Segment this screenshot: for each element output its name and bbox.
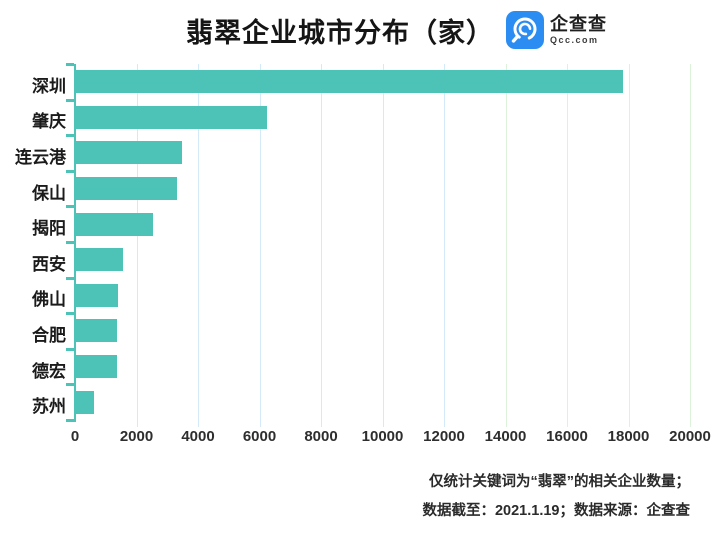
bar: [76, 141, 182, 165]
category-label: 连云港: [15, 147, 66, 167]
gridline: [382, 64, 384, 427]
bar-chart: 深圳肇庆连云港保山揭阳西安佛山合肥德宏苏州 0 2000 4000 6000 8000 1…: [0, 63, 718, 484]
category-label: 保山: [32, 183, 66, 203]
gridline: [567, 64, 568, 427]
bar-row: 保山: [0, 171, 718, 207]
y-axis-tick: [66, 383, 74, 387]
bar-row: 佛山: [0, 278, 718, 314]
category-label: 西安: [32, 254, 66, 274]
y-axis-tick: [66, 205, 74, 209]
bar-row: 连云港: [0, 135, 718, 171]
bar-row: 德宏: [0, 349, 718, 385]
x-tick-label: 10000: [361, 428, 404, 445]
x-tick-label: 20000: [669, 428, 711, 445]
bar-row: 肇庆: [0, 100, 718, 136]
gridline: [444, 64, 445, 427]
qcc-logo: 企查查 Qcc.com: [506, 11, 607, 49]
category-label: 深圳: [32, 76, 66, 96]
qcc-logo-text: 企查查 Qcc.com: [550, 15, 607, 45]
x-tick-label: 16000: [546, 428, 588, 445]
bar-row: 苏州: [0, 384, 718, 420]
y-axis-tick: [66, 98, 74, 102]
gridline: [259, 64, 261, 427]
gridline: [628, 64, 630, 427]
data-source-note: 仅统计关键词为“翡翠”的相关企业数量； 数据截至：2021.1.19；数据来源：…: [422, 468, 690, 526]
bar: [76, 390, 95, 414]
bar: [76, 105, 267, 129]
y-axis-tick: [66, 134, 74, 138]
category-label: 佛山: [32, 290, 66, 310]
gridline: [321, 64, 322, 427]
qcc-spiral-icon: [506, 11, 544, 49]
y-axis-tick: [66, 347, 74, 351]
gridline: [690, 64, 691, 427]
y-axis-tick: [66, 241, 74, 244]
y-axis-tick: [66, 419, 74, 422]
gridline: [198, 64, 199, 427]
qcc-logo-name: 企查查: [550, 14, 607, 34]
chart-header: 翡翠企业城市分布（家） 企查查 Qcc.com: [75, 6, 718, 54]
x-tick-label: 6000: [242, 428, 277, 445]
x-tick-label: 18000: [607, 428, 650, 445]
bar: [76, 319, 118, 343]
bar-rows: 深圳肇庆连云港保山揭阳西安佛山合肥德宏苏州: [0, 64, 718, 420]
qcc-logo-domain: Qcc.com: [550, 35, 599, 45]
y-axis-tick: [66, 276, 74, 280]
chart-title: 翡翠企业城市分布（家）: [186, 17, 494, 48]
bar: [76, 283, 118, 307]
category-label: 德宏: [32, 361, 66, 381]
bar: [76, 70, 624, 94]
category-label: 揭阳: [32, 219, 66, 239]
y-axis-tick: [66, 312, 74, 316]
note-line-1: 仅统计关键词为“翡翠”的相关企业数量；: [429, 474, 690, 490]
bar: [76, 355, 117, 379]
y-axis-line: [74, 64, 76, 422]
x-axis-labels: 0 2000 4000 6000 8000 10000 12000 14000 16000 180…: [0, 428, 718, 450]
bar-row: 深圳: [0, 64, 718, 100]
x-tick-label: 12000: [423, 428, 465, 445]
y-axis-tick: [66, 63, 74, 66]
category-label: 苏州: [32, 397, 66, 417]
x-tick-label: 0: [70, 428, 80, 445]
x-tick-label: 8000: [304, 428, 338, 445]
bar: [76, 177, 178, 201]
x-tick-label: 4000: [181, 428, 215, 445]
bar: [76, 248, 123, 272]
category-label: 合肥: [32, 325, 66, 345]
category-label: 肇庆: [32, 112, 66, 132]
gridline: [505, 64, 507, 427]
bar: [76, 212, 153, 236]
bar-row: 揭阳: [0, 206, 718, 242]
x-tick-label: 2000: [119, 428, 154, 445]
note-line-2: 数据截至：2021.1.19；数据来源：企查查: [422, 503, 690, 519]
y-axis-tick: [66, 169, 74, 173]
gridline: [136, 64, 138, 427]
bar-row: 合肥: [0, 313, 718, 349]
bar-row: 西安: [0, 242, 718, 278]
x-tick-label: 14000: [484, 428, 527, 445]
